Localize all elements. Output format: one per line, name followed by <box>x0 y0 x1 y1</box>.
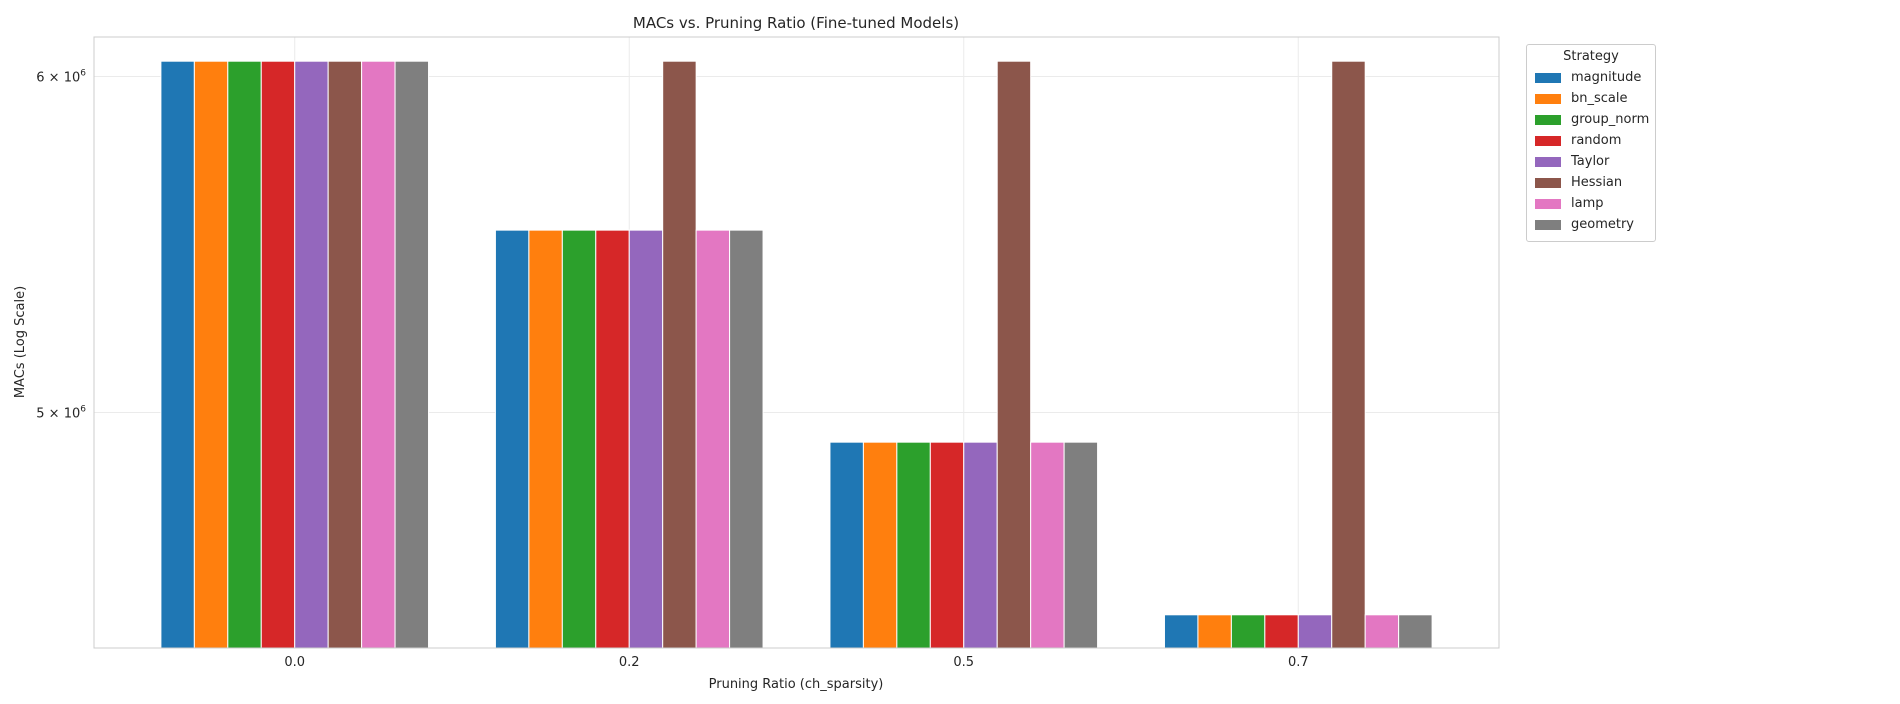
legend-swatch <box>1535 156 1561 167</box>
bar-magnitude-0.0 <box>160 60 195 649</box>
legend-label: magnitude <box>1571 70 1642 85</box>
bar-Hessian-0.2 <box>662 60 697 649</box>
legend-swatch <box>1535 93 1561 104</box>
ticks-layer: 0.0 0.2 0.5 0.7 5 × 106 6 × 106 <box>36 68 1308 670</box>
bar-Taylor-0.0 <box>294 60 329 649</box>
bar-lamp-0.0 <box>361 60 396 649</box>
bar-Taylor-0.5 <box>963 441 998 649</box>
bar-group_norm-0.2 <box>561 229 597 649</box>
bar-lamp-0.5 <box>1030 441 1065 649</box>
chart-title: MACs vs. Pruning Ratio (Fine-tuned Model… <box>633 14 959 32</box>
x-tick-label: 0.0 <box>284 655 305 670</box>
legend-swatch <box>1535 72 1561 83</box>
legend-item: Taylor <box>1535 151 1647 172</box>
x-tick-label: 0.7 <box>1288 655 1309 670</box>
legend-item: magnitude <box>1535 67 1647 88</box>
legend-swatch <box>1535 135 1561 146</box>
bar-bn_scale-0.7 <box>1197 614 1232 649</box>
bar-geometry-0.7 <box>1398 614 1433 649</box>
y-tick-label: 5 × 106 <box>36 404 86 421</box>
plot-frame <box>93 36 1500 649</box>
legend-label: bn_scale <box>1571 91 1628 106</box>
bars-layer <box>160 60 1433 649</box>
bar-Taylor-0.2 <box>628 229 664 649</box>
legend-label: Hessian <box>1571 175 1623 190</box>
bar-Taylor-0.7 <box>1297 614 1333 649</box>
legend-swatch <box>1535 219 1561 230</box>
bar-random-0.0 <box>260 60 296 649</box>
x-tick-label: 0.5 <box>953 655 974 670</box>
bar-geometry-0.0 <box>394 60 430 649</box>
legend-title: Strategy <box>1563 49 1619 64</box>
bar-bn_scale-0.5 <box>862 441 898 649</box>
bar-lamp-0.7 <box>1364 614 1400 649</box>
bar-random-0.2 <box>595 229 630 649</box>
bar-magnitude-0.2 <box>494 229 530 649</box>
bar-Hessian-0.0 <box>327 60 363 649</box>
legend-item: bn_scale <box>1535 88 1647 109</box>
bar-bn_scale-0.2 <box>528 229 563 649</box>
legend-swatch <box>1535 198 1561 209</box>
legend-swatch <box>1535 114 1561 125</box>
bar-random-0.7 <box>1264 614 1299 649</box>
bar-geometry-0.5 <box>1063 441 1099 649</box>
legend-label: Taylor <box>1571 154 1610 169</box>
y-tick-label: 6 × 106 <box>36 68 86 85</box>
bar-geometry-0.2 <box>729 229 764 649</box>
x-axis-label: Pruning Ratio (ch_sparsity) <box>709 677 884 692</box>
x-tick-label: 0.2 <box>619 655 640 670</box>
bar-random-0.5 <box>929 441 965 649</box>
legend-item: lamp <box>1535 193 1647 214</box>
bar-group_norm-0.7 <box>1230 614 1266 649</box>
legend-label: group_norm <box>1571 112 1650 127</box>
legend-label: lamp <box>1571 196 1604 211</box>
legend-label: random <box>1571 133 1622 148</box>
bar-lamp-0.2 <box>695 229 731 649</box>
legend-label: geometry <box>1571 217 1635 232</box>
bar-group_norm-0.5 <box>896 441 931 649</box>
legend-item: random <box>1535 130 1647 151</box>
bar-Hessian-0.5 <box>996 60 1032 649</box>
bar-magnitude-0.5 <box>829 441 864 649</box>
bar-Hessian-0.7 <box>1331 60 1366 649</box>
legend-item: geometry <box>1535 214 1647 235</box>
legend-item: Hessian <box>1535 172 1647 193</box>
legend-swatch <box>1535 177 1561 188</box>
y-axis-label: MACs (Log Scale) <box>13 286 28 398</box>
bar-group_norm-0.0 <box>227 60 262 649</box>
legend-item: group_norm <box>1535 109 1650 130</box>
bar-bn_scale-0.0 <box>193 60 229 649</box>
bar-magnitude-0.7 <box>1163 614 1199 649</box>
